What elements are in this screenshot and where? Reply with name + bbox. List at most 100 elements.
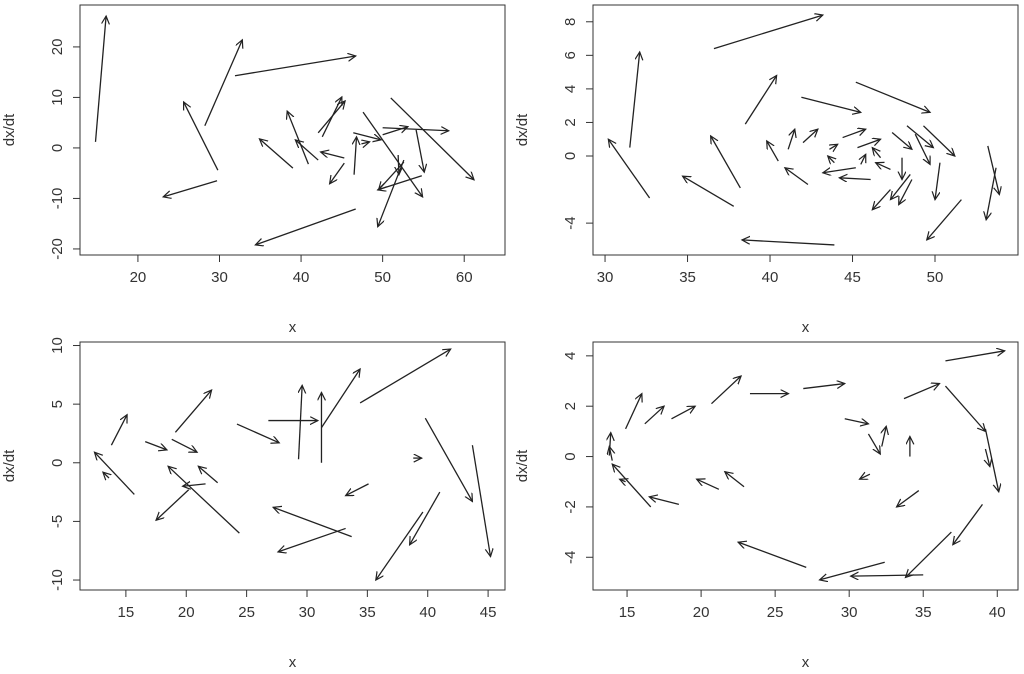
arrow (984, 428, 998, 492)
y-tick-label: 4 (562, 352, 579, 360)
plot-frame (592, 4, 1019, 256)
plot-frame (592, 341, 1019, 591)
arrow (828, 156, 835, 163)
y-tick-label: 0 (49, 459, 66, 467)
arrow (353, 132, 381, 140)
y-axis-title: dx/dt (514, 113, 531, 146)
arrow (711, 136, 741, 189)
y-tick-label: 8 (562, 18, 579, 26)
arrow (198, 466, 219, 484)
arrow (683, 176, 735, 207)
arrow (171, 438, 197, 452)
arrow (872, 189, 891, 210)
panel: 15 20 25 30 35 40 45 -10 -5 0 5 10 x dx/dt (1, 337, 506, 671)
y-tick-label: 10 (49, 89, 66, 106)
arrow (278, 527, 346, 551)
arrow (644, 406, 664, 425)
arrow (823, 167, 856, 173)
arrow (410, 491, 441, 545)
arrow (882, 426, 886, 447)
arrow (844, 418, 869, 424)
y-tick-label: 10 (49, 337, 66, 354)
arrow (94, 452, 135, 495)
arrow (787, 129, 795, 150)
x-tick-label: 15 (118, 604, 135, 621)
y-axis-title: dx/dt (1, 449, 18, 482)
panel: 30 35 40 45 50 -4 0 2 4 6 8 x dx/dt (514, 4, 1019, 336)
arrow (103, 472, 109, 478)
arrow (803, 384, 844, 390)
x-tick-label: 60 (456, 269, 473, 286)
x-tick-label: 20 (130, 269, 147, 286)
arrow (785, 168, 809, 186)
arrow (259, 139, 294, 169)
arrow (829, 144, 837, 149)
x-tick-label: 20 (178, 604, 195, 621)
arrow (801, 96, 860, 112)
y-tick-label: 0 (562, 452, 579, 460)
arrow (299, 385, 303, 460)
x-axis-title: x (289, 654, 297, 671)
y-tick-label: 20 (49, 39, 66, 56)
arrow (321, 97, 342, 138)
arrow (620, 479, 626, 482)
arrow (398, 154, 399, 175)
arrow (255, 208, 356, 245)
x-tick-label: 45 (480, 604, 497, 621)
arrow (354, 137, 356, 175)
arrow (851, 575, 924, 576)
arrow (842, 129, 866, 139)
x-tick-label: 25 (767, 604, 784, 621)
arrow (860, 474, 871, 479)
arrow (236, 423, 279, 443)
y-tick-label: 5 (49, 400, 66, 408)
arrow (649, 497, 680, 506)
x-tick-label: 50 (374, 269, 391, 286)
arrow (744, 75, 776, 125)
arrow (839, 178, 871, 180)
x-tick-label: 40 (989, 604, 1006, 621)
x-tick-label: 25 (238, 604, 255, 621)
x-tick-label: 30 (597, 269, 614, 286)
x-tick-label: 30 (211, 269, 228, 286)
arrow (204, 40, 243, 126)
x-tick-label: 50 (927, 269, 944, 286)
arrow (168, 466, 240, 534)
arrow (697, 479, 720, 490)
arrow (987, 145, 1000, 195)
arrow (320, 369, 360, 428)
y-tick-label: 0 (562, 152, 579, 160)
x-tick-label: 40 (419, 604, 436, 621)
x-axis-title: x (802, 319, 810, 336)
arrow (110, 415, 127, 446)
y-tick-label: -10 (49, 569, 66, 591)
panel: 20 30 40 50 60 -20 -10 0 10 20 x dx/dt (1, 4, 506, 336)
arrow (802, 129, 818, 144)
y-tick-label: 4 (562, 85, 579, 93)
arrow (415, 129, 424, 172)
arrow (378, 175, 422, 190)
arrow (899, 179, 913, 204)
arrow (382, 128, 449, 131)
arrow (612, 464, 652, 508)
arrow (184, 102, 219, 171)
arrow (234, 56, 356, 77)
arrow (725, 472, 745, 488)
arrow (742, 240, 835, 246)
arrow (944, 385, 985, 431)
arrow (927, 199, 962, 240)
x-tick-label: 45 (844, 269, 861, 286)
arrow (608, 139, 651, 199)
x-tick-label: 30 (299, 604, 316, 621)
plot-frame (79, 341, 506, 591)
y-axis-title: dx/dt (1, 113, 18, 146)
arrow (855, 81, 930, 112)
x-tick-label: 40 (762, 269, 779, 286)
y-tick-label: -4 (562, 551, 579, 564)
arrow (890, 174, 911, 199)
arrow (738, 542, 807, 568)
arrow (144, 441, 167, 450)
arrow (361, 142, 369, 144)
y-tick-label: 6 (562, 51, 579, 59)
